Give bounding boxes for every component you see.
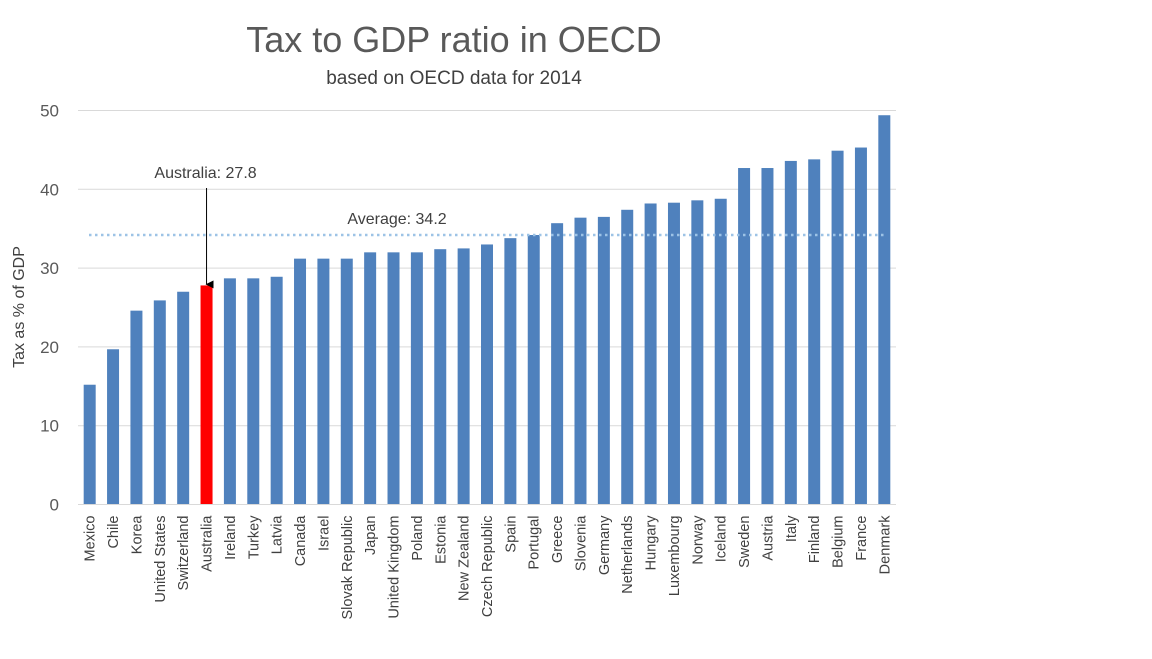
x-tick-label: Italy (784, 515, 800, 542)
annotations: Australia: 27.8 Average: 34.2 (89, 165, 884, 289)
bar-germany (597, 216, 610, 505)
x-tick-label: Luxembourg (667, 516, 683, 597)
x-axis-ticks: Mexico Chile Korea United States Switzerland… (83, 515, 894, 620)
x-tick-label: Australia (200, 515, 216, 572)
bar-slovenia (574, 217, 587, 505)
x-tick-label: Portugal (527, 516, 543, 570)
x-tick-label: Korea (129, 515, 145, 555)
bar-korea (130, 310, 143, 505)
y-tick-label: 50 (40, 102, 59, 121)
bar-denmark (878, 115, 891, 505)
x-tick-label: Turkey (246, 515, 262, 560)
x-tick-label: Germany (597, 515, 613, 575)
x-tick-label: France (854, 516, 870, 561)
x-tick-label: Greece (550, 516, 566, 564)
bar-sweden (738, 168, 751, 505)
chart-title: Tax to GDP ratio in OECD (246, 19, 661, 60)
x-tick-label: Mexico (83, 516, 99, 562)
x-tick-label: Netherlands (620, 516, 636, 594)
bar-canada (294, 258, 307, 505)
bar-turkey (247, 278, 260, 505)
x-tick-label: Slovak Republic (340, 516, 356, 620)
y-tick-label: 30 (40, 259, 59, 278)
bar-italy (784, 160, 797, 505)
bar-belgium (831, 150, 844, 505)
x-tick-label: Slovenia (573, 515, 589, 572)
y-tick-label: 20 (40, 338, 59, 357)
x-tick-label: Finland (807, 516, 823, 564)
bar-greece (551, 223, 564, 505)
bar-japan (364, 252, 377, 505)
bar-estonia (434, 249, 447, 505)
x-tick-label: Switzerland (176, 516, 192, 591)
bar-norway (691, 200, 704, 505)
bar-finland (808, 159, 821, 505)
y-axis-ticks: 0 10 20 30 40 50 (40, 102, 59, 515)
x-tick-label: Chile (106, 516, 122, 549)
bar-australia (200, 285, 213, 505)
x-tick-label: Hungary (644, 515, 660, 571)
x-tick-label: New Zealand (457, 516, 473, 601)
x-tick-label: United Kingdom (387, 516, 403, 619)
bar-netherlands (621, 209, 634, 505)
x-tick-label: Latvia (270, 515, 286, 555)
x-tick-label: Czech Republic (480, 516, 496, 618)
bar-israel (317, 258, 330, 505)
bar-portugal (527, 235, 540, 505)
bar-hungary (644, 203, 657, 505)
x-tick-label: Ireland (223, 516, 239, 560)
x-tick-label: Spain (503, 516, 519, 553)
x-tick-label: Belgium (831, 516, 847, 568)
x-tick-label: Poland (410, 516, 426, 561)
bar-chile (107, 349, 120, 505)
bar-slovak-republic (340, 258, 353, 505)
x-tick-label: Canada (293, 515, 309, 567)
bar-ireland (223, 278, 236, 505)
bar-poland (410, 252, 423, 505)
bar-mexico (83, 384, 96, 505)
x-tick-label: Austria (760, 515, 776, 561)
y-axis-label: Tax as % of GDP (11, 246, 28, 368)
bar-austria (761, 168, 774, 505)
bar-luxembourg (667, 202, 680, 505)
y-tick-label: 10 (40, 417, 59, 436)
x-tick-label: Denmark (877, 515, 893, 575)
x-tick-label: Norway (690, 515, 706, 565)
x-tick-label: Sweden (737, 516, 753, 568)
bars (83, 115, 891, 505)
x-tick-label: Israel (316, 516, 332, 551)
bar-new-zealand (457, 248, 470, 505)
bar-united-states (153, 300, 166, 505)
bar-spain (504, 238, 517, 505)
bar-france (854, 147, 867, 505)
bar-switzerland (177, 291, 190, 505)
x-tick-label: Japan (363, 516, 379, 556)
y-tick-label: 40 (40, 180, 59, 199)
x-tick-label: United States (153, 516, 169, 603)
x-tick-label: Iceland (714, 516, 730, 563)
bar-czech-republic (481, 244, 493, 505)
bar-latvia (270, 276, 283, 505)
y-tick-label: 0 (50, 496, 59, 515)
bar-iceland (714, 198, 727, 505)
australia-annotation-label: Australia: 27.8 (154, 165, 256, 182)
average-label: Average: 34.2 (347, 211, 446, 228)
x-tick-label: Estonia (433, 515, 449, 564)
bar-united-kingdom (387, 252, 400, 505)
chart-subtitle: based on OECD data for 2014 (326, 68, 582, 89)
